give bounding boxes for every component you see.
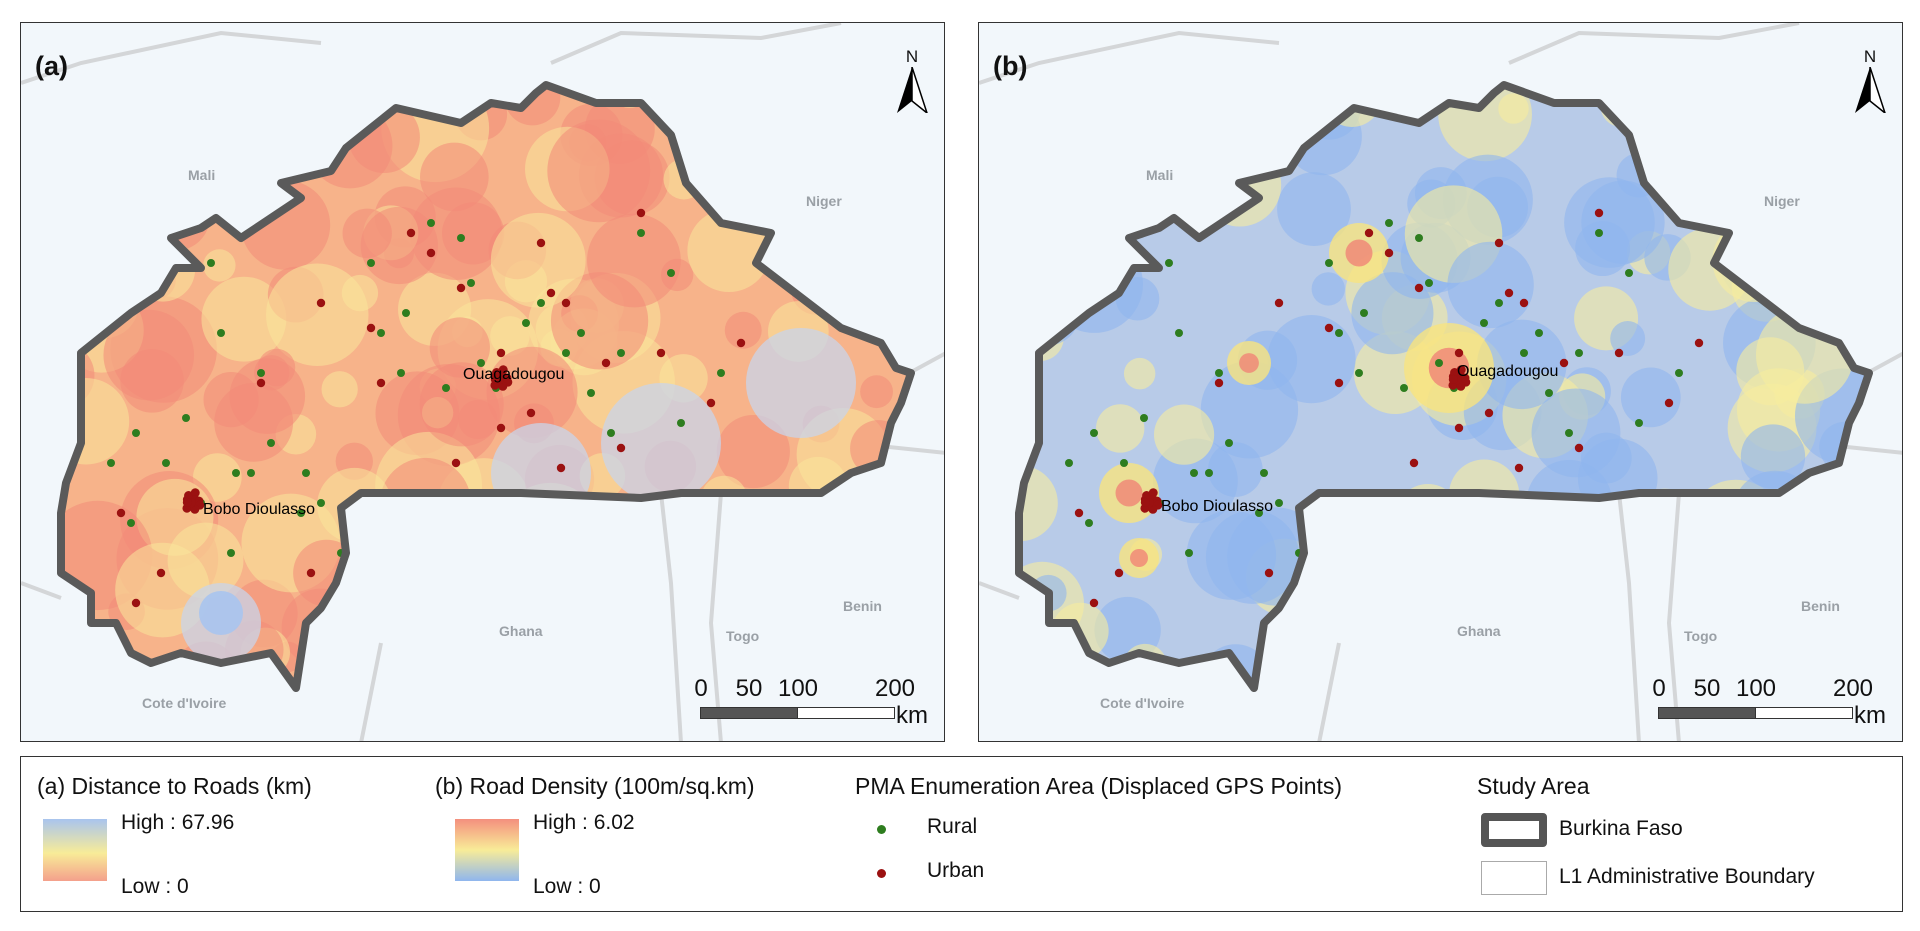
scale-bar-b: 0 50 100 200 km [1652,675,1896,735]
panel-label-b: (b) [993,51,1028,81]
country-label: Togo [1684,628,1718,644]
city-label: Ouagadougou [463,366,565,383]
legend-study-title: Study Area [1477,773,1590,799]
neighbor-borders [979,23,1902,741]
scale-tick: 0 [1652,675,1666,702]
country-label: Ghana [1457,623,1501,639]
map-panel-distance: (a) N Mali Niger Ghana Togo Benin Cote d… [20,22,945,742]
raster-density [1019,85,1869,688]
north-arrow-icon [1855,66,1887,116]
scale-tick: 0 [694,675,708,702]
legend-urban: Urban [927,859,985,882]
map-canvas-a [21,23,944,741]
north-arrow-icon [897,66,929,116]
scale-segment-dark [700,707,798,719]
legend-distance-low: Low : 0 [121,875,189,898]
country-label: Niger [806,193,842,209]
ramp-distance [43,819,107,881]
map-panel-density: (b) N Mali Niger Ghana Togo Benin Cote d… [978,22,1903,742]
legend-density-high: High : 6.02 [533,811,635,834]
admin-swatch [1481,861,1547,895]
north-arrow-a: N [892,47,932,118]
north-letter: N [905,47,919,66]
map-legend: (a) Distance to Roads (km) High : 67.96 … [20,756,1903,912]
city-label: Ouagadougou [1457,363,1559,380]
country-label: Togo [726,628,760,644]
ea-points-b [1065,208,1704,608]
ea-points-a [107,208,746,608]
city-label: Bobo Dioulasso [1161,498,1274,515]
country-label: Cote d'Ivoire [1100,695,1185,711]
scale-segment-dark [1658,707,1756,719]
legend-distance-high: High : 67.96 [121,811,235,834]
scale-tick: 50 [1693,675,1721,702]
city-label: Bobo Dioulasso [203,501,316,518]
country-label: Benin [843,598,882,614]
scale-tick: 50 [735,675,763,702]
north-arrow-b: N [1850,47,1890,118]
country-swatch [1481,813,1547,847]
legend-density-title: (b) Road Density (100m/sq.km) [435,773,755,799]
scale-tick: 200 [874,675,916,702]
scale-segment-light [797,707,895,719]
legend-country: Burkina Faso [1559,817,1683,840]
scale-tick: 100 [777,675,819,702]
country-label: Niger [1764,193,1800,209]
country-label: Ghana [499,623,543,639]
north-letter: N [1863,47,1877,66]
panel-label-a: (a) [35,51,68,81]
ramp-density [455,819,519,881]
rural-dot-icon [877,825,886,834]
scale-segment-light [1755,707,1853,719]
legend-boundary: L1 Administrative Boundary [1559,865,1815,888]
scale-tick: 200 [1832,675,1874,702]
country-label: Mali [1146,167,1174,183]
scale-unit: km [1854,702,1886,729]
country-label: Benin [1801,598,1840,614]
country-label: Cote d'Ivoire [142,695,227,711]
legend-rural: Rural [927,815,978,838]
scale-tick: 100 [1735,675,1777,702]
scale-bar-a: 0 50 100 200 km [694,675,938,735]
legend-points-title: PMA Enumeration Area (Displaced GPS Poin… [855,773,1343,799]
scale-unit: km [896,702,928,729]
country-label: Mali [188,167,216,183]
map-canvas-b [979,23,1902,741]
legend-distance-title: (a) Distance to Roads (km) [37,773,312,799]
urban-dot-icon [877,869,886,878]
legend-density-low: Low : 0 [533,875,601,898]
